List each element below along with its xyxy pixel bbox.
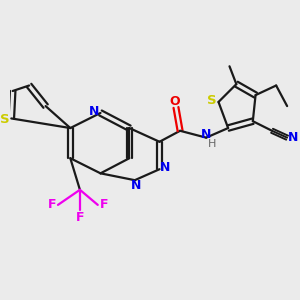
Text: O: O (169, 95, 180, 108)
Text: F: F (76, 211, 84, 224)
Text: F: F (100, 198, 108, 212)
Text: N: N (288, 131, 298, 144)
Text: N: N (201, 128, 211, 141)
Text: S: S (0, 113, 9, 126)
Text: N: N (160, 161, 171, 174)
Text: N: N (131, 178, 141, 192)
Text: H: H (208, 139, 216, 149)
Text: F: F (48, 198, 56, 212)
Text: N: N (89, 105, 100, 118)
Text: S: S (207, 94, 217, 107)
